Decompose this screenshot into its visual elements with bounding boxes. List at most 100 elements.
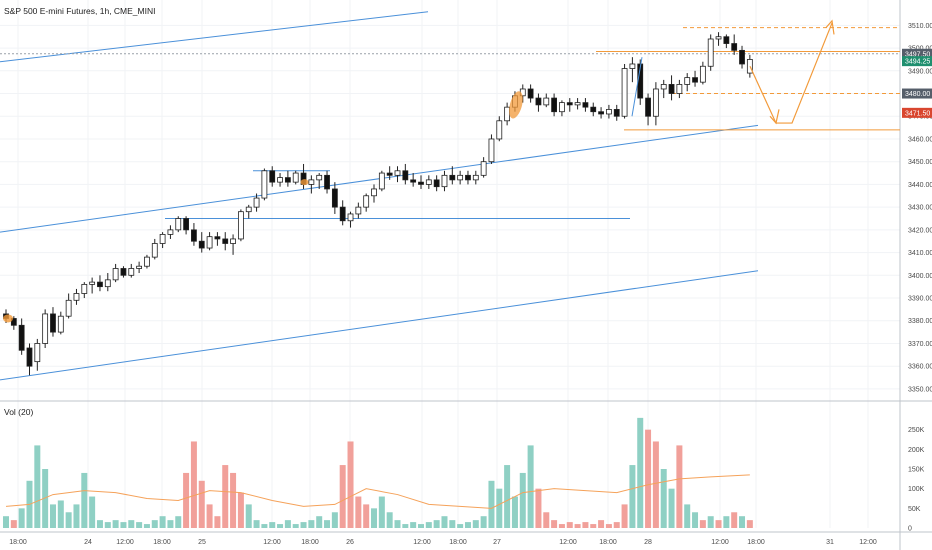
candle-body bbox=[151, 243, 158, 258]
price-tick-label: 3430.00 bbox=[908, 205, 932, 212]
candle bbox=[613, 104, 620, 121]
volume-bar bbox=[629, 465, 636, 528]
candle bbox=[621, 63, 628, 119]
candle-body bbox=[18, 324, 25, 351]
candle-body bbox=[104, 279, 111, 288]
volume-bar bbox=[684, 504, 691, 528]
price-tick-label: 3360.00 bbox=[908, 364, 932, 371]
candle-body bbox=[402, 170, 409, 181]
volume-bar bbox=[237, 492, 244, 528]
candle bbox=[198, 232, 205, 253]
candle bbox=[120, 266, 127, 278]
candle-body bbox=[699, 65, 706, 83]
volume-bar bbox=[183, 472, 190, 528]
candle-body bbox=[26, 347, 33, 367]
volume-bar bbox=[621, 504, 628, 528]
candle bbox=[284, 170, 291, 187]
candle bbox=[652, 82, 659, 126]
candle-body bbox=[237, 211, 244, 240]
candle bbox=[645, 93, 651, 126]
candle-body bbox=[144, 256, 150, 267]
candle bbox=[418, 175, 424, 189]
candle bbox=[480, 157, 487, 178]
volume-bar bbox=[699, 520, 706, 528]
pattern-line bbox=[631, 57, 643, 117]
highlight-ellipse bbox=[509, 91, 523, 119]
candle bbox=[253, 193, 260, 212]
volume-bar bbox=[331, 512, 338, 528]
candle bbox=[230, 234, 236, 255]
candle bbox=[692, 70, 698, 87]
candle-body bbox=[676, 84, 683, 94]
candle-body bbox=[574, 102, 581, 106]
candle-body bbox=[128, 268, 135, 276]
volume-bar bbox=[363, 504, 370, 528]
candle bbox=[386, 166, 393, 180]
candle bbox=[723, 34, 730, 49]
candle bbox=[551, 93, 557, 117]
volume-bar bbox=[347, 441, 354, 528]
price-tick-label: 3380.00 bbox=[908, 318, 932, 325]
candle-body bbox=[496, 120, 503, 140]
volume-bar bbox=[81, 472, 88, 528]
volume-bar bbox=[652, 441, 659, 528]
volume-layer bbox=[3, 417, 753, 528]
candle-body bbox=[449, 174, 456, 181]
volume-bar bbox=[425, 522, 432, 528]
volume-bar bbox=[558, 524, 565, 528]
channel-line bbox=[0, 11, 429, 63]
candle-body bbox=[472, 174, 479, 181]
time-tick-label: 12:00 bbox=[263, 539, 281, 546]
time-tick-label: 12:00 bbox=[859, 539, 877, 546]
volume-tick-label: 50K bbox=[908, 506, 921, 513]
time-tick-label: 24 bbox=[84, 539, 92, 546]
candle bbox=[660, 79, 667, 99]
candle-body bbox=[425, 179, 432, 185]
volume-bar bbox=[410, 522, 417, 528]
volume-bar bbox=[402, 524, 409, 528]
candle-body bbox=[668, 84, 675, 94]
volume-bar bbox=[676, 445, 683, 528]
candle-body bbox=[316, 174, 323, 181]
candle bbox=[739, 45, 745, 69]
volume-bar bbox=[417, 524, 424, 528]
volume-bar bbox=[731, 512, 738, 528]
candle-body bbox=[684, 77, 691, 85]
volume-bar bbox=[739, 516, 746, 528]
volume-bar bbox=[190, 441, 197, 528]
volume-bar bbox=[104, 522, 111, 528]
candle bbox=[410, 173, 417, 187]
volume-bar bbox=[230, 472, 237, 528]
volume-bar bbox=[112, 520, 119, 528]
volume-bar bbox=[457, 524, 464, 528]
candle bbox=[543, 93, 550, 108]
candle bbox=[42, 309, 49, 349]
candle-body bbox=[198, 240, 205, 249]
candle bbox=[590, 102, 597, 117]
volume-bar bbox=[73, 504, 80, 528]
candle bbox=[731, 34, 738, 55]
candle bbox=[26, 343, 33, 376]
chart-title: S&P 500 E-mini Futures, 1h, CME_MINI bbox=[4, 6, 155, 16]
volume-bar bbox=[488, 480, 495, 528]
volume-tick-label: 0 bbox=[908, 526, 912, 533]
time-tick-label: 18:00 bbox=[9, 539, 27, 546]
candle bbox=[339, 200, 346, 226]
candle bbox=[144, 254, 150, 269]
volume-bar bbox=[49, 504, 56, 528]
volume-bar bbox=[206, 504, 213, 528]
candle-body bbox=[551, 97, 557, 113]
candle-body bbox=[504, 106, 511, 122]
volume-bar bbox=[292, 524, 299, 528]
candle-body bbox=[457, 174, 464, 181]
candle-body bbox=[535, 97, 542, 106]
candle-body bbox=[324, 174, 330, 190]
candle bbox=[65, 293, 72, 319]
candle bbox=[496, 116, 503, 142]
volume-bar bbox=[96, 520, 103, 528]
candle bbox=[746, 54, 753, 78]
candle bbox=[151, 238, 158, 260]
candle bbox=[57, 311, 64, 335]
candle-body bbox=[308, 179, 315, 185]
candle bbox=[214, 232, 221, 246]
